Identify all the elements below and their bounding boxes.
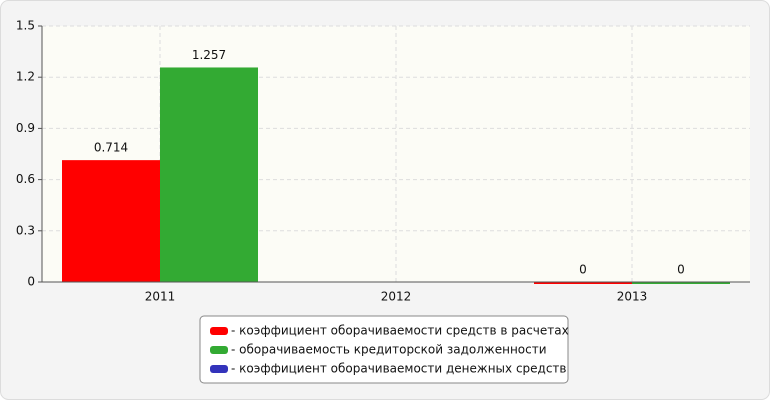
- y-tick-label: 0.9: [16, 121, 35, 135]
- bar: [534, 282, 632, 284]
- legend-swatch: [210, 346, 228, 354]
- value-label: 1.257: [192, 48, 226, 62]
- value-label: 0: [579, 263, 587, 277]
- legend-swatch: [210, 365, 228, 373]
- y-tick-label: 1.2: [16, 70, 35, 84]
- y-tick-label: 1.5: [16, 19, 35, 33]
- y-tick-label: 0.6: [16, 172, 35, 186]
- legend-label: - оборачиваемость кредиторской задолженн…: [231, 343, 547, 357]
- x-tick-label: 2012: [381, 290, 412, 304]
- value-label: 0.714: [94, 141, 128, 155]
- legend-swatch: [210, 327, 228, 335]
- legend-box: [199, 315, 569, 384]
- value-label: 0: [677, 263, 685, 277]
- legend-label: - коэффициент оборачиваемости денежных с…: [231, 362, 567, 376]
- y-tick-label: 0: [27, 275, 35, 289]
- legend-label: - коэффициент оборачиваемости средств в …: [231, 324, 569, 338]
- bar: [62, 160, 160, 282]
- x-tick-label: 2013: [617, 290, 648, 304]
- y-tick-label: 0.3: [16, 223, 35, 237]
- x-tick-label: 2011: [145, 290, 176, 304]
- bar: [160, 67, 258, 282]
- bar: [632, 282, 730, 284]
